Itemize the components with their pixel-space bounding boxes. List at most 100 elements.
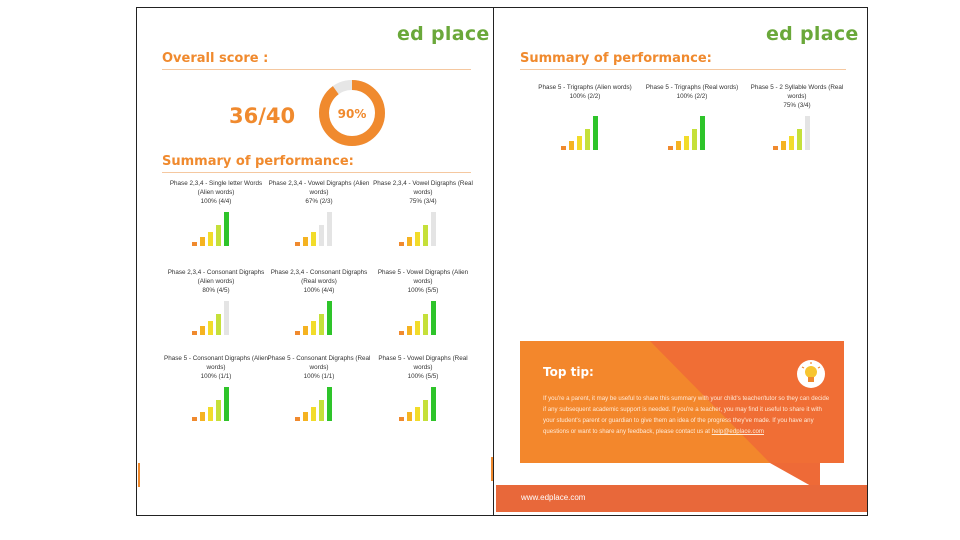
signal-bar	[431, 301, 436, 335]
performance-card: Phase 2,3,4 - Vowel Digraphs (Real words…	[370, 179, 476, 206]
performance-card: Phase 5 - Vowel Digraphs (Alien words) 10…	[370, 268, 476, 295]
page-edge-mark	[138, 463, 140, 487]
signal-bar	[684, 136, 689, 150]
card-percentage: 67% (2/3)	[305, 198, 333, 205]
signal-bar	[577, 136, 582, 150]
signal-bars-icon	[561, 116, 598, 150]
tip-decoration	[650, 341, 844, 463]
signal-bar	[224, 301, 229, 335]
performance-card: Phase 2,3,4 - Vowel Digraphs (Alien word…	[266, 179, 372, 206]
card-percentage: 80% (4/5)	[202, 287, 230, 294]
card-title: Phase 5 - Consonant Digraphs (Real words…	[267, 355, 371, 371]
top-tip-title: Top tip:	[543, 365, 594, 379]
signal-bar	[311, 321, 316, 335]
report-page-1: ed place Overall score : 36/40 90% Summa…	[136, 7, 494, 516]
signal-bar	[585, 129, 590, 150]
signal-bar	[224, 212, 229, 246]
signal-bar	[311, 232, 316, 246]
signal-bar	[789, 136, 794, 150]
signal-bar	[415, 407, 420, 421]
email-link[interactable]: help@edplace.com	[711, 428, 764, 435]
summary-heading: Summary of performance:	[162, 154, 354, 169]
signal-bar	[295, 417, 300, 421]
performance-card: Phase 2,3,4 - Consonant Digraphs (Real w…	[266, 268, 372, 295]
signal-bar	[216, 314, 221, 335]
card-title: Phase 5 - Consonant Digraphs (Alien word…	[164, 355, 268, 371]
card-title: Phase 5 - Vowel Digraphs (Alien words)	[377, 269, 469, 285]
signal-bar	[593, 116, 598, 150]
signal-bar	[311, 407, 316, 421]
signal-bars-icon	[295, 212, 332, 246]
signal-bar	[200, 237, 205, 246]
signal-bar	[319, 400, 324, 421]
percent-label: 90%	[338, 107, 367, 121]
signal-bar	[423, 314, 428, 335]
card-title: Phase 5 - Trigraphs (Real words)	[645, 84, 739, 91]
signal-bar	[200, 412, 205, 421]
signal-bar	[407, 412, 412, 421]
signal-bar	[295, 242, 300, 246]
edplace-logo: ed place	[766, 23, 859, 45]
signal-bar	[423, 225, 428, 246]
signal-bars-icon	[399, 301, 436, 335]
signal-bar	[208, 232, 213, 246]
signal-bar	[415, 321, 420, 335]
signal-bar	[192, 417, 197, 421]
card-title: Phase 2,3,4 - Vowel Digraphs (Real words…	[373, 180, 473, 196]
signal-bar	[216, 400, 221, 421]
card-percentage: 100% (4/4)	[200, 198, 232, 205]
card-title: Phase 2,3,4 - Single letter Words (Alien…	[169, 180, 263, 196]
footer-url[interactable]: www.edplace.com	[521, 493, 586, 502]
signal-bars-icon	[295, 301, 332, 335]
card-title: Phase 2,3,4 - Vowel Digraphs (Alien word…	[268, 180, 370, 196]
performance-card: Phase 5 - Trigraphs (Real words) 100% (2/…	[639, 83, 745, 101]
performance-card: Phase 5 - 2 Syllable Words (Real words) 7…	[744, 83, 850, 110]
performance-card: Phase 5 - Consonant Digraphs (Alien word…	[163, 354, 269, 381]
top-tip-box: Top tip: If you're a parent, it may be u…	[520, 341, 844, 463]
performance-card: Phase 5 - Consonant Digraphs (Real words…	[266, 354, 372, 381]
card-percentage: 100% (1/1)	[303, 373, 335, 380]
signal-bar	[327, 301, 332, 335]
card-percentage: 100% (4/4)	[303, 287, 335, 294]
page-edge-mark	[491, 457, 493, 481]
signal-bar	[319, 225, 324, 246]
score-donut: 90%	[319, 80, 385, 146]
overall-score-heading: Overall score :	[162, 51, 269, 66]
signal-bar	[319, 314, 324, 335]
signal-bar	[303, 237, 308, 246]
signal-bar	[327, 387, 332, 421]
performance-card: Phase 5 - Vowel Digraphs (Real words) 100…	[370, 354, 476, 381]
card-percentage: 100% (5/5)	[407, 373, 439, 380]
signal-bars-icon	[192, 212, 229, 246]
signal-bar	[200, 326, 205, 335]
signal-bar	[561, 146, 566, 150]
signal-bar	[415, 232, 420, 246]
card-percentage: 75% (3/4)	[409, 198, 437, 205]
signal-bar	[295, 331, 300, 335]
edplace-logo: ed place	[397, 23, 490, 45]
divider	[162, 69, 471, 70]
signal-bar	[327, 212, 332, 246]
footer-bar: www.edplace.com	[496, 485, 867, 512]
card-title: Phase 2,3,4 - Consonant Digraphs (Alien …	[167, 269, 265, 285]
signal-bar	[676, 141, 681, 150]
signal-bars-icon	[192, 301, 229, 335]
card-percentage: 100% (2/2)	[676, 93, 708, 100]
performance-card: Phase 2,3,4 - Consonant Digraphs (Alien …	[163, 268, 269, 295]
summary-heading: Summary of performance:	[520, 51, 712, 66]
tip-pointer	[770, 463, 820, 491]
signal-bar	[224, 387, 229, 421]
signal-bar	[797, 129, 802, 150]
signal-bar	[399, 417, 404, 421]
card-percentage: 100% (1/1)	[200, 373, 232, 380]
signal-bar	[423, 400, 428, 421]
signal-bar	[208, 407, 213, 421]
performance-card: Phase 5 - Trigraphs (Alien words) 100% (2…	[532, 83, 638, 101]
performance-card: Phase 2,3,4 - Single letter Words (Alien…	[163, 179, 269, 206]
card-title: Phase 5 - Vowel Digraphs (Real words)	[378, 355, 468, 371]
signal-bar	[303, 326, 308, 335]
divider	[520, 69, 846, 70]
card-percentage: 75% (3/4)	[783, 102, 811, 109]
score-value: 36/40	[229, 104, 296, 128]
card-title: Phase 5 - Trigraphs (Alien words)	[538, 84, 632, 91]
